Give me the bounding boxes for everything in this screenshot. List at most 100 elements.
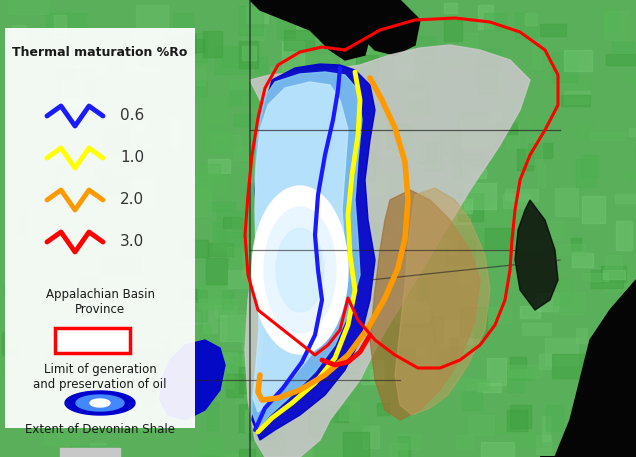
Bar [459,272,472,283]
Bar [144,48,183,64]
Bar [321,338,334,361]
Bar [505,189,537,201]
Bar [63,324,78,339]
Bar [174,308,186,324]
Bar [564,90,590,104]
Bar [507,369,524,392]
Bar [235,375,262,404]
Bar [2,364,28,374]
Bar [222,291,233,309]
Bar [226,374,242,397]
Bar [333,260,363,289]
Bar [357,367,387,379]
Bar [376,28,410,45]
Bar [12,26,25,44]
Bar [371,256,406,275]
Bar [508,365,541,377]
Polygon shape [252,186,348,354]
Bar [3,332,19,355]
Bar [8,326,36,345]
Bar [279,390,302,401]
Bar [298,275,315,298]
Bar [344,277,354,292]
Bar [81,331,107,349]
Bar [4,285,39,296]
Bar [515,13,537,38]
Bar [205,356,225,380]
Bar [397,300,425,311]
Bar [188,69,205,85]
Bar [570,238,581,250]
Bar [270,67,289,95]
Bar [196,290,207,302]
Bar [612,319,633,333]
Bar [89,74,127,93]
Bar [284,30,314,50]
Bar [249,430,273,440]
Bar [151,215,176,228]
Bar [207,258,227,284]
Bar [223,354,251,373]
Bar [326,351,334,371]
Bar [103,129,121,154]
Bar [583,196,605,223]
Bar [73,303,97,324]
Bar [216,452,250,457]
Polygon shape [65,391,135,415]
Bar [39,158,48,180]
Polygon shape [540,280,636,457]
Bar [469,415,494,436]
Bar [181,324,210,353]
Bar [5,28,195,428]
Bar [605,255,622,282]
Bar [321,169,340,184]
Bar [87,208,120,234]
Bar [594,342,625,370]
Bar [572,253,593,266]
Bar [181,39,209,65]
Bar [106,278,127,303]
Bar [152,414,162,430]
Bar [71,446,106,457]
Bar [446,240,474,265]
Bar [131,179,153,208]
Bar [581,155,598,177]
Bar [246,7,268,22]
Bar [496,90,506,118]
Polygon shape [515,200,558,310]
Text: Extent of Devonian Shale: Extent of Devonian Shale [25,423,175,436]
Bar [330,322,350,339]
Bar [245,409,259,432]
Bar [421,239,448,247]
Bar [337,334,359,344]
Bar [181,33,207,62]
Bar [603,8,619,30]
Bar [60,448,120,457]
Bar [208,363,233,388]
Polygon shape [76,395,124,411]
Bar [583,273,608,281]
Bar [449,55,469,68]
Bar [420,143,436,163]
Bar [84,378,114,397]
Bar [460,308,487,337]
Bar [484,307,511,323]
Bar [242,322,270,350]
Bar [370,369,384,382]
Bar [629,285,636,313]
Bar [256,415,285,432]
Bar [210,202,235,212]
Bar [238,404,271,432]
Text: Appalachian Basin
Province: Appalachian Basin Province [46,288,155,316]
Bar [411,347,425,356]
Bar [553,278,572,305]
Bar [404,90,425,116]
Bar [591,270,623,288]
Bar [198,164,219,180]
Bar [323,16,351,37]
Bar [453,148,461,177]
Bar [287,158,301,185]
Bar [232,211,251,237]
Bar [94,169,132,193]
Bar [631,74,636,83]
